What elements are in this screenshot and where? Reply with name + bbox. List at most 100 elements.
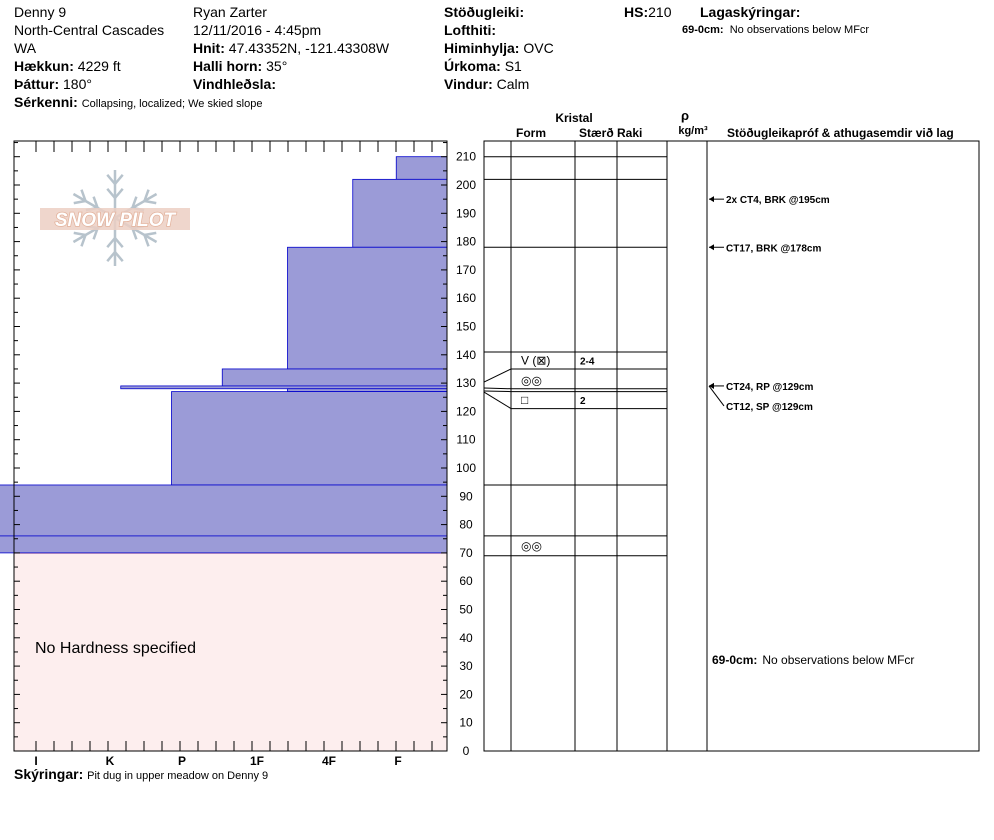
y-tick-label: 200 (456, 178, 476, 192)
no-hardness-label: No Hardness specified (35, 640, 196, 657)
snowflake-branch (114, 174, 124, 185)
x-tick-label: 1F (250, 754, 264, 768)
hardness-bar (395, 156, 448, 180)
y-tick-label: 80 (459, 518, 473, 532)
test-label: CT24, RP @129cm (726, 382, 813, 393)
layer-connector (483, 387, 512, 390)
x-tick-label: F (394, 754, 401, 768)
snowflake-branch (80, 234, 87, 247)
hs: HS:210 (624, 4, 671, 20)
crystal-size: 2-4 (580, 356, 595, 367)
y-tick-label: 170 (456, 263, 476, 277)
watermark-text: SNOW PILOT (55, 210, 177, 231)
air-temp-label: Lofthiti: (444, 22, 497, 38)
crystal-form: ◎◎ (521, 373, 542, 387)
density-symbol: ρ (681, 108, 689, 123)
coords-label: Hnit: (193, 40, 225, 56)
moisture-header: Raki (617, 126, 642, 140)
y-tick-label: 70 (459, 546, 473, 560)
x-tick-label: I (34, 754, 37, 768)
hardness-bar (171, 391, 448, 486)
layer-notes-title: Lagaskýringar: (700, 4, 800, 20)
snowflake-branch (92, 196, 99, 209)
snowflake-branch (80, 189, 87, 202)
snowflake-branch (143, 234, 150, 247)
y-tick-label: 160 (456, 291, 476, 305)
aspect-label: Þáttur: (14, 76, 60, 92)
hardness-bar (287, 246, 448, 370)
snowflake-branch (144, 199, 157, 205)
stability-label: Stöðugleiki: (444, 4, 525, 20)
hs-value: 210 (648, 4, 672, 20)
y-tick-label: 10 (459, 716, 473, 730)
y-tick-label: 20 (459, 687, 473, 701)
features-value: Collapsing, localized; We skied slope (81, 98, 263, 110)
layer-connector (483, 390, 512, 393)
snowflake-branch (106, 174, 116, 185)
pit-name: Denny 9 (14, 4, 67, 20)
layer-comment: 69-0cm: No observations below MFcr (712, 653, 914, 667)
y-tick-label: 190 (456, 206, 476, 220)
slope-value: 35° (266, 58, 288, 74)
layer-notes-label: Lagaskýringar: (700, 4, 801, 20)
slope-label: Halli horn: (193, 58, 263, 74)
y-tick-label: 140 (456, 348, 476, 362)
features: Sérkenni: Collapsing, localized; We skie… (14, 94, 262, 110)
layer-comment-text: No observations below MFcr (762, 653, 914, 667)
y-tick-label: 30 (459, 659, 473, 673)
layer-comment-label: 69-0cm: (712, 653, 757, 667)
footer-notes: Skýringar: Pit dug in upper meadow on De… (14, 766, 268, 782)
stability: Stöðugleiki: (444, 4, 524, 20)
y-tick-label: 180 (456, 235, 476, 249)
tests-header: Stöðugleikapróf & athugasemdir við lag (727, 126, 954, 140)
crystal-header: Kristal (555, 111, 592, 125)
y-tick-label: 100 (456, 461, 476, 475)
precip-value: S1 (504, 58, 522, 74)
footer-value: Pit dug in upper meadow on Denny 9 (87, 770, 269, 782)
snowflake-branch (114, 251, 124, 262)
hardness-bar (0, 484, 448, 537)
air-temp: Lofthiti: (444, 22, 496, 38)
test-label: CT12, SP @129cm (726, 402, 813, 413)
x-tick-label: K (106, 754, 115, 768)
hardness-bar (287, 388, 448, 392)
elevation: Hækkun: 4229 ft (14, 58, 121, 74)
snowflake-branch (106, 188, 116, 199)
aspect: Þáttur: 180° (14, 76, 92, 92)
hardness-bar (221, 368, 448, 387)
observer: Ryan Zarter (193, 4, 267, 20)
size-header: Stærð (579, 126, 614, 140)
watermark-banner (40, 208, 190, 230)
elevation-value: 4229 ft (77, 58, 121, 74)
layer-notes-entry: 69-0cm: No observations below MFcr (682, 24, 869, 36)
footer-label: Skýringar: (14, 766, 84, 782)
no-hardness-region (14, 552, 447, 751)
density-unit: kg/m³ (678, 125, 708, 137)
form-header: Form (516, 126, 546, 140)
precip-label: Úrkoma: (444, 58, 501, 74)
layer-notes-entry-label: 69-0cm: (682, 24, 724, 36)
test-arrow-line (708, 385, 725, 407)
crystal-form: □ (521, 393, 528, 407)
snowflake-branch (114, 188, 124, 199)
x-tick-label: 4F (322, 754, 336, 768)
crystal-form: ◎◎ (521, 539, 542, 553)
aspect-value: 180° (63, 76, 92, 92)
hardness-frame (13, 140, 448, 752)
y-tick-label: 0 (463, 744, 470, 758)
layer-connector (483, 368, 512, 383)
test-arrow-head (709, 382, 714, 389)
snowflake-branch (114, 237, 124, 248)
snowflake-branch (73, 231, 86, 237)
wind-label: Vindur: (444, 76, 493, 92)
slope: Halli horn: 35° (193, 58, 287, 74)
region: North-Central Cascades (14, 22, 165, 38)
test-arrow-head (709, 244, 714, 251)
wind-loading: Vindhleðsla: (193, 76, 276, 92)
snowflake-branch (131, 196, 138, 209)
y-tick-label: 150 (456, 320, 476, 334)
y-tick-label: 120 (456, 404, 476, 418)
layer-notes-entry-text: No observations below MFcr (729, 24, 870, 36)
test-label: 2x CT4, BRK @195cm (726, 195, 830, 206)
y-tick-label: 110 (456, 433, 475, 447)
